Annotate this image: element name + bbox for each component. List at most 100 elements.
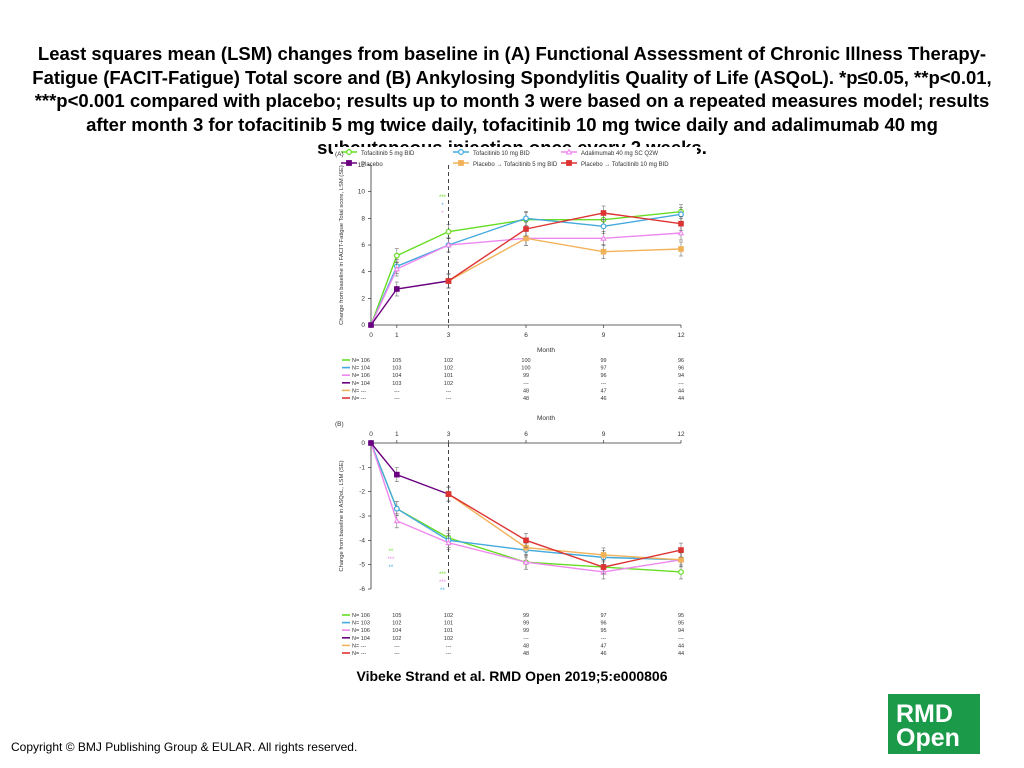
n-table-cell: ---: [394, 388, 400, 394]
y-axis-title: Change from baseline in FACIT-Fatigue To…: [339, 165, 345, 325]
series-line: [370, 442, 682, 573]
n-table-cell: 105: [392, 613, 401, 619]
n-table-cell: 96: [678, 366, 684, 372]
marker-square: [458, 160, 464, 166]
x-axis-title: Month: [537, 415, 555, 422]
slide-title: Least squares mean (LSM) changes from ba…: [32, 43, 992, 158]
n-table-cell: N= ---: [352, 643, 366, 649]
x-tick-label: 0: [369, 332, 373, 339]
n-table-cell: 48: [523, 643, 529, 649]
series-line: [448, 212, 682, 282]
n-table-cell: 102: [444, 366, 453, 372]
copyright-notice: Copyright © BMJ Publishing Group & EULAR…: [11, 740, 358, 754]
series-line: [448, 493, 682, 561]
n-table-cell: 46: [600, 651, 606, 657]
marker-circle: [523, 215, 529, 222]
series-line: [448, 493, 682, 568]
marker-square: [600, 210, 607, 216]
significance-marker: *: [441, 203, 444, 209]
n-table-cell: ---: [394, 651, 400, 657]
n-table-cell: 47: [600, 388, 606, 394]
legend-label: Placebo → Tofacitinib 5 mg BID: [473, 162, 558, 168]
marker-square: [368, 322, 374, 328]
legend-item: Placebo → Tofacitinib 5 mg BID: [453, 160, 558, 168]
n-table-row: N= --- --- --- 48 46 44: [342, 651, 684, 657]
series-line: [370, 213, 682, 326]
n-table-cell: 96: [600, 373, 606, 379]
series-line: [370, 280, 449, 326]
marker-square: [394, 471, 400, 478]
n-table-cell: N= ---: [352, 396, 366, 402]
n-table-cell: ---: [523, 636, 529, 642]
n-table-row: N= --- --- --- 48 47 44: [342, 388, 684, 394]
n-table-cell: 100: [521, 366, 530, 372]
significance-marker: ***: [439, 195, 447, 201]
n-table-cell: N= 104: [352, 636, 370, 642]
legend-item: Placebo → Tofacitinib 10 mg BID: [561, 160, 669, 168]
n-table-cell: ---: [601, 381, 607, 387]
x-tick-label: 9: [602, 431, 606, 438]
n-table-cell: 101: [444, 621, 453, 627]
n-table-cell: 44: [678, 388, 684, 394]
n-table-cell: N= 104: [352, 381, 370, 387]
n-table-cell: 102: [444, 613, 453, 619]
n-table-cell: 100: [521, 358, 530, 364]
marker-square: [368, 440, 374, 446]
n-table-cell: 99: [523, 628, 529, 634]
n-table-row: N= 104 103 102 100 97 96: [342, 366, 684, 372]
n-table-cell: ---: [678, 381, 684, 387]
n-table-cell: 96: [678, 358, 684, 364]
marker-circle: [393, 252, 400, 259]
marker-circle: [393, 505, 400, 512]
n-table-row: N= --- --- --- 48 47 44: [342, 643, 684, 649]
marker-square: [523, 537, 529, 544]
n-table-cell: 94: [678, 373, 684, 379]
series-placebo-tofacitinib-10-mg-bid: [445, 205, 684, 289]
marker-circle: [445, 228, 452, 235]
marker-square: [600, 248, 607, 255]
n-table-cell: N= ---: [352, 388, 366, 394]
n-table-cell: ---: [523, 381, 529, 387]
n-table-cell: 104: [392, 373, 401, 379]
panel-label: (B): [335, 421, 344, 428]
n-table-cell: 99: [600, 358, 606, 364]
n-table-row: N= 104 103 102 --- --- ---: [342, 381, 684, 387]
series-placebo-tofacitinib-5-mg-bid: [445, 486, 684, 568]
n-table-cell: ---: [446, 388, 452, 394]
n-table-cell: 46: [600, 396, 606, 402]
x-tick-label: 1: [395, 431, 399, 438]
n-table-cell: 47: [600, 643, 606, 649]
marker-square: [523, 235, 529, 242]
n-table-cell: 44: [678, 643, 684, 649]
x-tick-label: 0: [369, 431, 373, 438]
n-table-row: N= 106 104 101 99 96 94: [342, 373, 684, 379]
y-axis-title: Change from baseline in ASQoL, LSM (SE): [339, 460, 345, 571]
n-table-cell: 96: [600, 621, 606, 627]
significance-marker: **: [440, 588, 445, 594]
n-table-cell: N= 106: [352, 373, 370, 379]
marker-square: [678, 220, 684, 227]
legend-label: Placebo → Tofacitinib 10 mg BID: [581, 162, 669, 168]
n-table-cell: 94: [678, 628, 684, 634]
y-tick-label: -2: [359, 489, 365, 496]
n-table-cell: 101: [444, 373, 453, 379]
n-table-cell: 105: [392, 358, 401, 364]
n-table-cell: N= ---: [352, 651, 366, 657]
marker-triangle: [445, 241, 452, 248]
series-placebo: [368, 440, 452, 502]
x-tick-label: 12: [677, 431, 685, 438]
n-table-cell: 102: [392, 621, 401, 627]
y-tick-label: 6: [361, 242, 365, 249]
marker-triangle: [445, 539, 452, 546]
legend-item: Adalimumab 40 mg SC Q2W: [561, 148, 658, 157]
n-table-cell: 103: [392, 366, 401, 372]
logo-line-1: RMD: [896, 700, 953, 728]
marker-square: [600, 564, 607, 570]
n-table-cell: 95: [678, 613, 684, 619]
y-tick-label: 10: [358, 189, 366, 196]
x-tick-label: 3: [447, 332, 451, 339]
n-table-row: N= 106 105 102 99 97 95: [342, 613, 684, 619]
marker-triangle: [393, 265, 401, 272]
n-table-cell: ---: [394, 396, 400, 402]
n-table-row: N= 103 102 101 99 96 95: [342, 621, 684, 627]
